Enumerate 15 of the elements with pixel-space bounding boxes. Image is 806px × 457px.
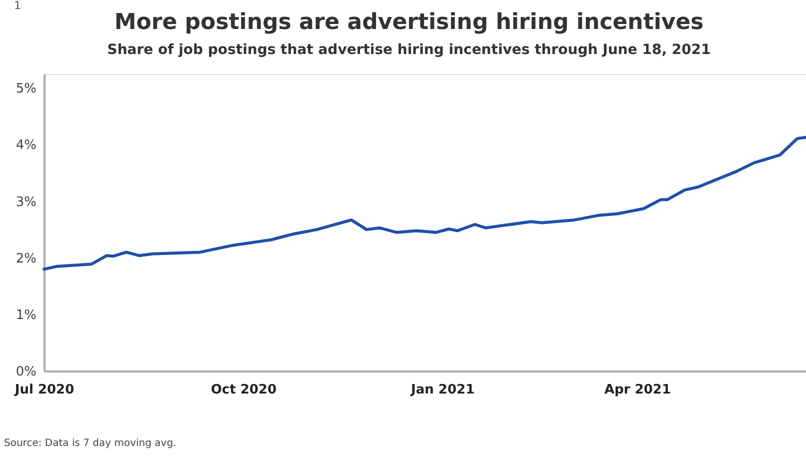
y-tick-label: 5% bbox=[16, 82, 36, 97]
y-tick-label: 0% bbox=[16, 364, 36, 380]
x-tick-label: Oct 2020 bbox=[210, 382, 277, 398]
x-tick-label: Jul 2020 bbox=[14, 382, 74, 398]
x-tick-label: Apr 2021 bbox=[604, 382, 671, 398]
source-note: Source: Data is 7 day moving avg. bbox=[4, 438, 176, 449]
chart-subtitle: Share of job postings that advertise hiring incentives through June 18, 2021 bbox=[107, 42, 711, 58]
text: 1 bbox=[14, 0, 21, 12]
x-tick-label: Jan 2021 bbox=[410, 382, 475, 398]
y-tick-label: 4% bbox=[16, 138, 36, 154]
y-tick-label: 3% bbox=[16, 194, 36, 210]
chart-title: More postings are advertising hiring incentives bbox=[114, 10, 704, 35]
line-series bbox=[42, 136, 806, 271]
y-tick-label: 1% bbox=[16, 308, 36, 323]
y-tick-label: 2% bbox=[16, 251, 36, 266]
